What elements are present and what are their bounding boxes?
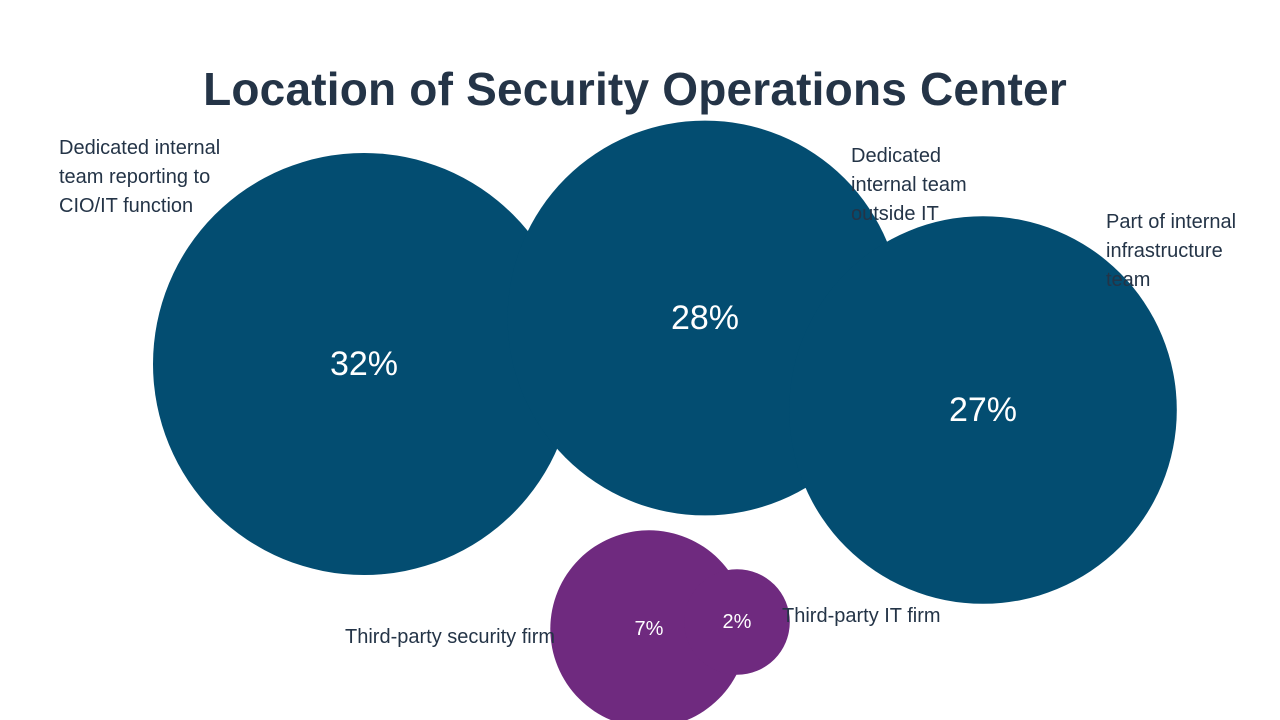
category-label-security-firm: Third-party security firm (345, 623, 555, 652)
chart-title: Location of Security Operations Center (203, 63, 1067, 115)
category-label-cio-it: Dedicated internal team reporting to CIO… (59, 134, 220, 221)
bubble-it-firm (684, 569, 790, 675)
category-label-line: outside IT (851, 203, 939, 225)
category-label-line: CIO/IT function (59, 195, 194, 217)
bubble-security-firm (550, 530, 748, 720)
category-label-line: Dedicated (851, 145, 942, 167)
data-label-cio-it: 32% (330, 345, 398, 383)
category-label-line: team reporting to (59, 166, 211, 188)
category-label-line: infrastructure (1106, 240, 1223, 262)
bubble-cio-it (153, 153, 575, 575)
category-label-line: Third-party security firm (345, 626, 556, 648)
category-label-it-firm: Third-party IT firm (782, 602, 941, 631)
data-label-security-firm: 7% (635, 618, 664, 640)
data-label-outside-it: 28% (671, 299, 739, 337)
category-label-line: team (1106, 269, 1151, 291)
data-label-infrastructure: 27% (949, 391, 1017, 429)
category-label-line: Third-party IT firm (782, 605, 941, 627)
category-label-infrastructure: Part of internal infrastructure team (1106, 208, 1236, 295)
category-label-line: Dedicated internal (59, 137, 221, 159)
category-label-line: internal team (851, 174, 967, 196)
data-label-it-firm: 2% (723, 611, 752, 633)
category-label-line: Part of internal (1106, 211, 1237, 233)
category-label-outside-it: Dedicated internal team outside IT (851, 142, 967, 229)
bubble-infrastructure (789, 216, 1177, 604)
